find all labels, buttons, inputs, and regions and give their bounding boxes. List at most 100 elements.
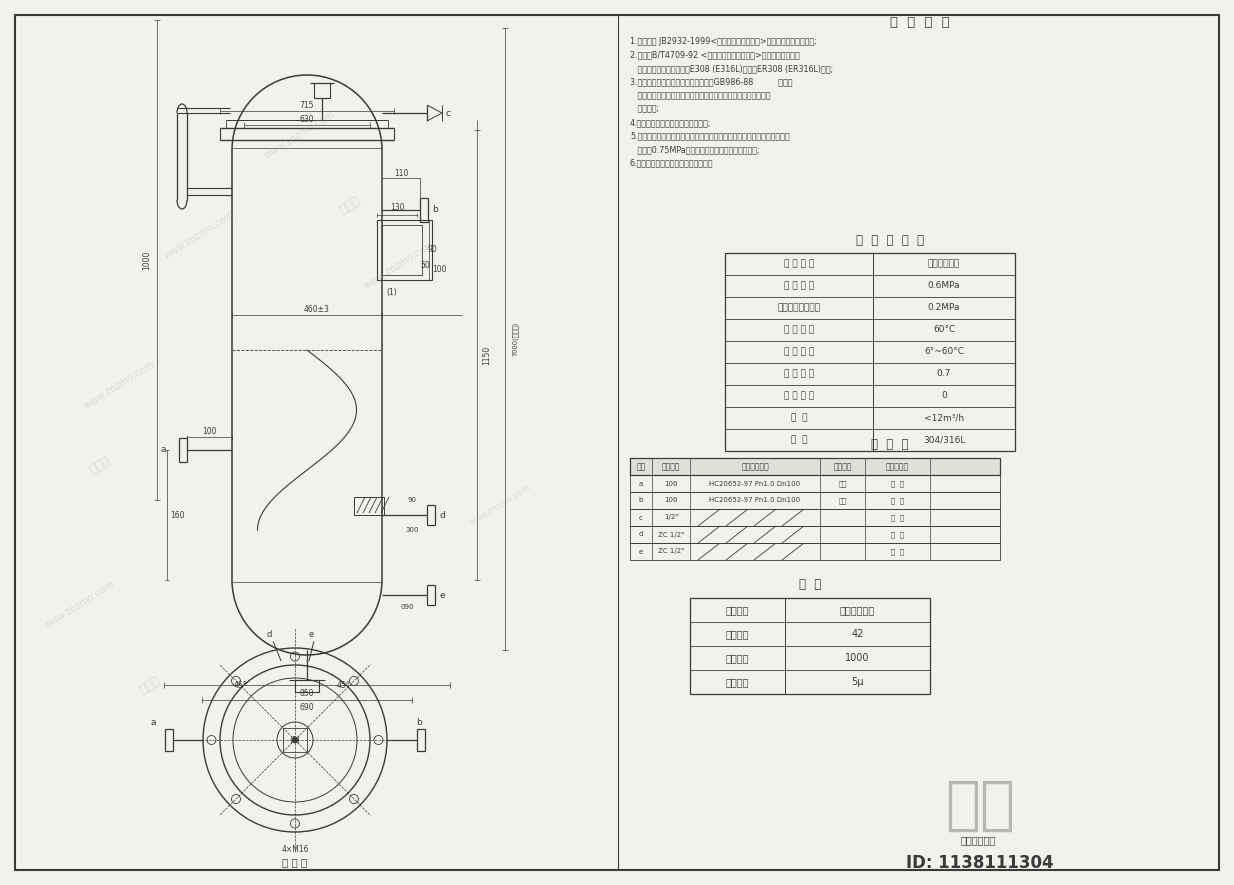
Text: 符号: 符号: [637, 462, 645, 471]
Bar: [631, 475, 1000, 492]
Text: 160: 160: [170, 511, 184, 519]
Text: 排  气: 排 气: [891, 514, 905, 520]
Text: 460±3: 460±3: [304, 304, 329, 313]
Text: 1.本设备按 JB2932-1999<水处理设备技术条件>进行制造、试验和验收;: 1.本设备按 JB2932-1999<水处理设备技术条件>进行制造、试验和验收;: [631, 37, 817, 46]
Text: 5μ: 5μ: [851, 677, 864, 687]
Text: 材  料: 材 料: [791, 435, 807, 444]
Bar: [631, 458, 1000, 475]
Text: 技  术  特  性  表: 技 术 特 性 表: [856, 234, 924, 247]
Text: 孔板两侧最大压差: 孔板两侧最大压差: [777, 304, 821, 312]
Text: 690: 690: [300, 704, 315, 712]
Text: 60°C: 60°C: [933, 326, 955, 335]
Text: 1150: 1150: [482, 345, 491, 365]
Bar: [631, 458, 1000, 475]
Text: 6°~60°C: 6°~60°C: [924, 348, 964, 357]
Text: 1000: 1000: [142, 250, 152, 270]
Text: a: a: [160, 445, 167, 455]
Text: 排  污: 排 污: [891, 531, 905, 538]
Text: 45°: 45°: [336, 681, 349, 689]
Bar: [726, 253, 1016, 451]
Text: e: e: [308, 630, 313, 639]
Text: 设 计 温 度: 设 计 温 度: [784, 326, 814, 335]
Text: 100: 100: [664, 497, 677, 504]
Text: 110: 110: [394, 168, 408, 178]
Text: www.znzmo.com: www.znzmo.com: [468, 482, 532, 527]
Text: 低级压力容器: 低级压力容器: [928, 259, 960, 268]
Text: 滤芯长度: 滤芯长度: [726, 653, 749, 663]
Text: 滤芯形式: 滤芯形式: [726, 605, 749, 615]
Text: 焊 缝 系 数: 焊 缝 系 数: [784, 370, 814, 379]
Text: 俯 视 图: 俯 视 图: [283, 857, 307, 867]
Text: 计连接尺寸标: 计连接尺寸标: [742, 462, 769, 471]
Bar: [427, 505, 436, 525]
Text: 接管面形: 接管面形: [833, 462, 851, 471]
Text: 准中规定;: 准中规定;: [631, 104, 659, 113]
Text: 90: 90: [427, 245, 437, 255]
Text: 0.2MPa: 0.2MPa: [928, 304, 960, 312]
Text: d: d: [441, 511, 445, 519]
Text: 排  污: 排 污: [891, 548, 905, 555]
Bar: [378, 220, 432, 280]
Text: 公称尺寸: 公称尺寸: [661, 462, 680, 471]
Text: c: c: [445, 109, 450, 118]
Bar: [631, 492, 1000, 509]
Text: c: c: [639, 514, 643, 520]
Text: 知末: 知末: [945, 776, 1016, 834]
Text: 304/316L: 304/316L: [923, 435, 965, 444]
Text: d: d: [267, 630, 271, 639]
Text: <12m³/h: <12m³/h: [924, 413, 964, 422]
Text: (1): (1): [290, 735, 300, 744]
Text: 5.设备制造完毕后，内、外表面磨砂处理，内壁焊缝涂刷环氧树脂漆，然后: 5.设备制造完毕后，内、外表面磨砂处理，内壁焊缝涂刷环氧树脂漆，然后: [631, 132, 790, 141]
Text: 腐 蚀 裕 量: 腐 蚀 裕 量: [784, 391, 814, 401]
Text: 出  水: 出 水: [891, 481, 905, 487]
Bar: [354, 497, 384, 515]
Text: 4.各焊接点全部采用不锈钢钝化处理;: 4.各焊接点全部采用不锈钢钝化处理;: [631, 118, 711, 127]
Text: 用途或名称: 用途或名称: [886, 462, 909, 471]
Text: e: e: [639, 549, 643, 555]
Text: 45°: 45°: [233, 681, 247, 689]
Circle shape: [292, 737, 297, 743]
Text: 090: 090: [400, 604, 413, 610]
Text: e: e: [441, 590, 445, 599]
Text: 100: 100: [202, 427, 217, 436]
Text: 1000: 1000: [845, 653, 870, 663]
Bar: [427, 585, 436, 605]
Text: ID: 1138111304: ID: 1138111304: [906, 854, 1054, 872]
Bar: [690, 598, 930, 694]
Bar: [631, 543, 1000, 560]
Text: 滤  芯: 滤 芯: [798, 579, 821, 591]
Text: www.znzmo.com: www.znzmo.com: [83, 359, 157, 411]
Bar: [420, 198, 428, 222]
Text: 进  水: 进 水: [891, 497, 905, 504]
Text: 0.7: 0.7: [937, 370, 951, 379]
Text: HC20652-97 Pn1.0 Dn100: HC20652-97 Pn1.0 Dn100: [710, 481, 801, 487]
Text: 7000(筒间距): 7000(筒间距): [512, 322, 518, 356]
Text: 4×M16: 4×M16: [281, 845, 308, 855]
Text: www.znzmo.com: www.znzmo.com: [263, 109, 337, 161]
Text: www.znzmo.com: www.znzmo.com: [363, 239, 437, 291]
Bar: [165, 729, 173, 751]
Bar: [283, 728, 307, 752]
Text: 90: 90: [407, 497, 417, 503]
Text: 0.6MPa: 0.6MPa: [928, 281, 960, 290]
Text: d: d: [639, 532, 643, 537]
Bar: [179, 438, 188, 462]
Text: 滤芯数量: 滤芯数量: [726, 629, 749, 639]
Text: 管  口  表: 管 口 表: [871, 438, 908, 451]
Text: 知末网: 知末网: [137, 673, 163, 696]
Text: b: b: [432, 205, 438, 214]
Text: 3.焊接接头型式及尺寸除图中注明外按GB986-88          中规定: 3.焊接接头型式及尺寸除图中注明外按GB986-88 中规定: [631, 78, 792, 87]
Text: 6.管口方位按俯视图或订货条件为准。: 6.管口方位按俯视图或订货条件为准。: [631, 158, 713, 167]
Text: ZC 1/2": ZC 1/2": [658, 549, 684, 555]
Text: 850: 850: [300, 689, 315, 697]
Text: 100: 100: [432, 266, 447, 274]
Bar: [417, 729, 424, 751]
Text: 弧焊，不锈钢之间焊接用E308 (E316L)焊条或ER308 (ER316L)焊丝;: 弧焊，不锈钢之间焊接用E308 (E316L)焊条或ER308 (ER316L)…: [631, 64, 833, 73]
Bar: [295, 680, 320, 692]
Text: 平面: 平面: [838, 481, 847, 487]
Text: 130: 130: [390, 204, 405, 212]
Text: 上、下定位圈: 上、下定位圈: [840, 605, 875, 615]
Text: 筒式袋过滤器: 筒式袋过滤器: [960, 835, 996, 845]
Text: 1/2": 1/2": [664, 514, 679, 520]
Text: 知末网: 知末网: [337, 194, 363, 217]
